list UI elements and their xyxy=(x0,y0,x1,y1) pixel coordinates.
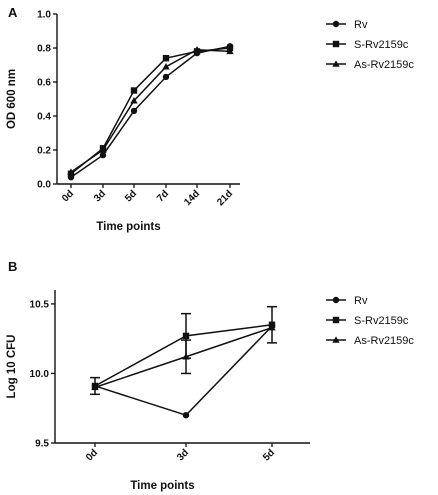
legend-label: Rv xyxy=(354,19,368,31)
data-point-triangle xyxy=(162,63,170,70)
data-point-triangle xyxy=(182,353,190,360)
data-point-triangle xyxy=(193,46,201,53)
x-axis-title: Time points xyxy=(130,480,194,492)
y-tick-label: 0.0 xyxy=(37,180,51,191)
y-tick-label: 10.0 xyxy=(30,369,50,380)
legend-marker-circle xyxy=(332,20,340,28)
data-point-square xyxy=(130,87,138,94)
y-tick-label: 9.5 xyxy=(35,439,49,450)
data-point-triangle xyxy=(130,97,138,104)
data-point-circle xyxy=(162,73,170,81)
legend-marker-triangle xyxy=(332,60,340,67)
panel-letter: B xyxy=(8,259,17,274)
legend-label: S-Rv2159c xyxy=(354,315,409,327)
y-tick-label: 0.6 xyxy=(37,78,51,89)
legend-marker-triangle xyxy=(332,336,340,343)
x-tick-label: 21d xyxy=(215,188,235,208)
y-tick-label: 0.2 xyxy=(37,146,51,157)
panel-b: B 9.5 10.0 10.5 0d 3d 5d Time points Log 10 CFU R… xyxy=(6,259,414,492)
data-point-square xyxy=(182,332,190,340)
y-tick-label: 0.4 xyxy=(37,112,51,123)
x-tick-label: 14d xyxy=(182,188,202,208)
legend-label: Rv xyxy=(354,295,368,307)
x-tick-label: 0d xyxy=(84,447,100,463)
legend-marker-square xyxy=(332,40,340,48)
series-line-square xyxy=(70,47,231,175)
y-tick-label: 1.0 xyxy=(37,10,51,21)
data-point-circle xyxy=(182,411,190,419)
data-point-triangle xyxy=(91,383,99,391)
y-axis-title: Log 10 CFU xyxy=(6,335,18,399)
legend-label: S-Rv2159c xyxy=(354,39,409,51)
legend-label: As-Rv2159c xyxy=(354,59,414,71)
legend-marker-square xyxy=(332,316,340,324)
data-point-triangle xyxy=(226,47,234,55)
data-point-square xyxy=(162,55,170,62)
x-tick-label: 5d xyxy=(261,447,277,463)
legend-label: As-Rv2159c xyxy=(354,335,414,347)
series-line-triangle xyxy=(70,48,231,173)
data-point-circle xyxy=(99,151,107,159)
y-tick-label: 10.5 xyxy=(30,299,50,310)
x-tick-label: 3d xyxy=(92,188,108,204)
y-axis-title: OD 600 nm xyxy=(6,69,18,129)
data-point-triangle xyxy=(268,323,276,331)
x-tick-label: 5d xyxy=(123,188,139,204)
data-point-triangle xyxy=(67,168,75,175)
panel-a: A 0.0 0.2 0.4 0.6 0.8 1.0 0d 3d 5d 7d 14d 21d Time po… xyxy=(6,5,414,233)
y-tick-label: 0.8 xyxy=(37,44,51,55)
legend-marker-circle xyxy=(332,296,340,304)
x-tick-label: 3d xyxy=(175,447,191,463)
x-tick-label: 0d xyxy=(60,188,76,204)
series-line-circle xyxy=(70,45,231,178)
x-axis-title: Time points xyxy=(96,221,160,233)
data-point-triangle xyxy=(99,146,107,153)
x-tick-label: 7d xyxy=(155,188,171,204)
data-point-circle xyxy=(130,107,138,115)
panel-letter: A xyxy=(8,5,18,20)
